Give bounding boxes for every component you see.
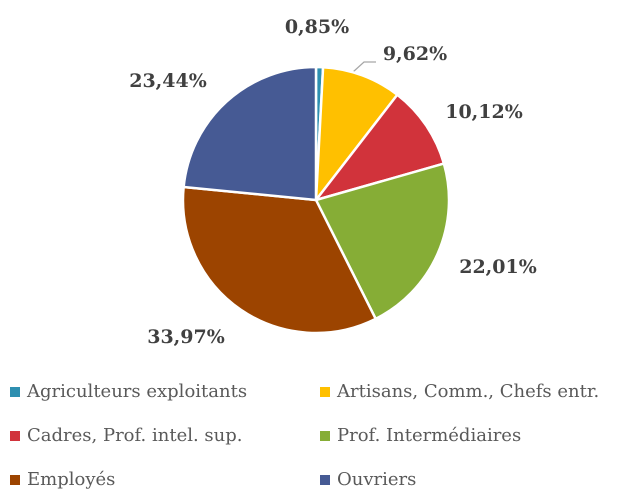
legend-swatch <box>320 431 330 441</box>
pie-slice <box>312 92 446 203</box>
legend-label: Employés <box>27 469 115 490</box>
data-label: 10,12% <box>445 101 523 123</box>
legend-swatch <box>10 475 20 485</box>
data-label: 33,97% <box>147 326 225 348</box>
pie-slice <box>314 162 451 321</box>
legend-label: Ouvriers <box>337 469 416 490</box>
data-label: 0,85% <box>285 16 349 38</box>
legend-swatch <box>10 387 20 397</box>
data-label: 22,01% <box>459 256 537 278</box>
legend-swatch <box>320 387 330 397</box>
legend-swatch <box>10 431 20 441</box>
legend-label: Artisans, Comm., Chefs entr. <box>336 381 599 402</box>
data-label: 23,44% <box>129 70 207 92</box>
pie-slice <box>181 185 378 335</box>
legend-swatch <box>320 475 330 485</box>
legend-label: Agriculteurs exploitants <box>26 381 247 402</box>
data-label: 9,62% <box>383 43 447 65</box>
leader-line <box>352 61 376 73</box>
legend-label: Cadres, Prof. intel. sup. <box>27 425 243 446</box>
pie-slice <box>182 65 318 202</box>
pie-slice <box>314 65 400 204</box>
legend-label: Prof. Intermédiaires <box>337 425 521 446</box>
